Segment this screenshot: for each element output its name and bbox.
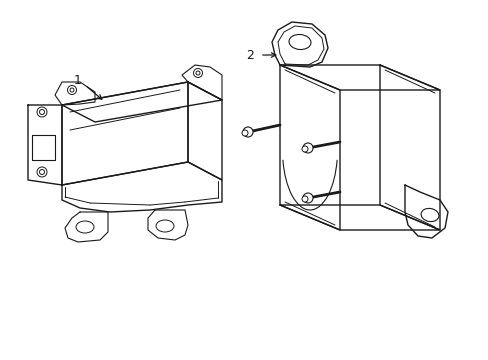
Circle shape — [193, 68, 202, 77]
Polygon shape — [62, 82, 187, 185]
Ellipse shape — [288, 35, 310, 50]
Polygon shape — [280, 65, 439, 90]
Text: 1: 1 — [74, 73, 82, 86]
Circle shape — [70, 88, 74, 92]
Polygon shape — [62, 82, 222, 122]
Ellipse shape — [156, 220, 174, 232]
Polygon shape — [65, 212, 108, 242]
Polygon shape — [182, 65, 222, 100]
Polygon shape — [280, 205, 439, 230]
Circle shape — [302, 146, 307, 152]
Circle shape — [37, 107, 47, 117]
Circle shape — [40, 109, 44, 114]
Polygon shape — [379, 65, 439, 230]
Circle shape — [196, 71, 200, 75]
Polygon shape — [404, 185, 447, 238]
Circle shape — [243, 127, 252, 137]
Circle shape — [67, 86, 76, 95]
Circle shape — [303, 193, 312, 203]
Circle shape — [302, 196, 307, 202]
Polygon shape — [187, 82, 222, 180]
Polygon shape — [280, 65, 339, 230]
Ellipse shape — [420, 208, 438, 222]
Circle shape — [303, 143, 312, 153]
Circle shape — [40, 170, 44, 175]
Text: 2: 2 — [245, 49, 253, 62]
Ellipse shape — [76, 221, 94, 233]
Polygon shape — [28, 105, 62, 185]
Polygon shape — [62, 162, 222, 212]
Circle shape — [37, 167, 47, 177]
Polygon shape — [271, 22, 327, 67]
Polygon shape — [148, 210, 187, 240]
Circle shape — [242, 130, 247, 136]
Polygon shape — [55, 82, 95, 105]
